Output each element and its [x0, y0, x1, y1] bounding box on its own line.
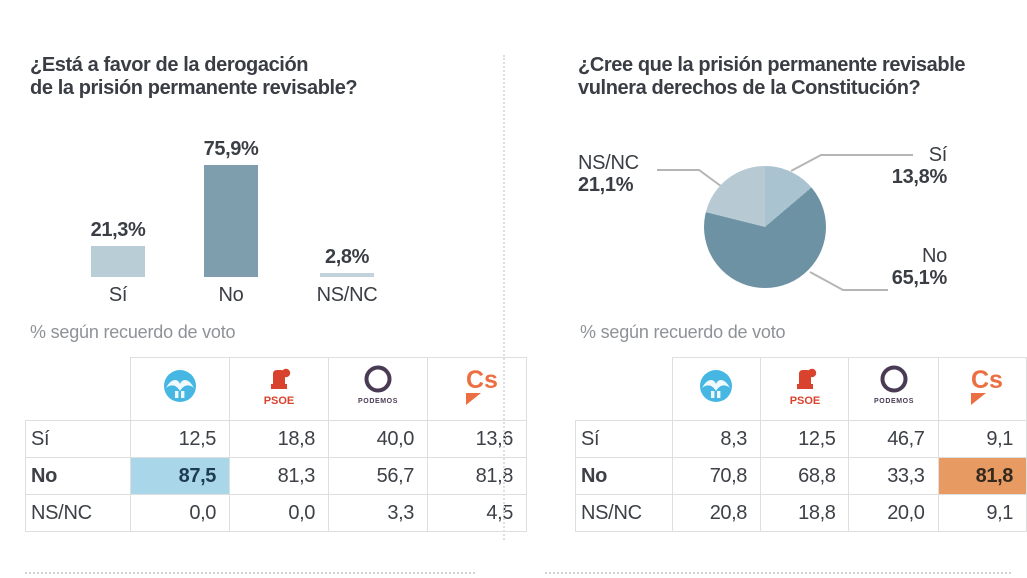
party-header-row: PSOE PODEMOS Cs [575, 357, 1027, 421]
table-cell: 68,8 [760, 457, 850, 495]
table-cell: 40,0 [328, 420, 428, 458]
panel-divider [503, 55, 505, 540]
row-label: NS/NC [575, 494, 673, 532]
pie-chart [704, 166, 826, 288]
question-title-right: ¿Cree que la prisión permanente revisabl… [578, 54, 965, 100]
psoe-logo-icon: PSOE [789, 368, 820, 407]
svg-text:PSOE: PSOE [264, 395, 295, 407]
bar-category-label-nsnc: NS/NC [316, 284, 378, 306]
bar-value-label-no: 75,9% [203, 138, 259, 160]
pie-label-no-value: 65,1% [891, 267, 948, 289]
table-row-nsnc: NS/NC 20,8 18,8 20,0 9,1 [575, 494, 1027, 532]
table-cell: 33,3 [848, 457, 939, 495]
table-cell-highlighted: 87,5 [130, 457, 230, 495]
psoe-logo-icon: PSOE [264, 368, 295, 407]
row-label: Sí [575, 420, 673, 458]
party-header-row: PSOE PODEMOS Cs [25, 357, 527, 421]
bar-chart: 21,3% Sí 75,9% No 2,8% NS/NC [30, 122, 460, 314]
bar-category-label-no: No [218, 284, 244, 306]
table-row-nsnc: NS/NC 0,0 0,0 3,3 4,5 [25, 494, 527, 532]
svg-text:Cs: Cs [971, 366, 1002, 394]
party-column-header-psoe: PSOE [229, 357, 329, 421]
table-cell: 46,7 [848, 420, 939, 458]
party-column-header-psoe: PSOE [760, 357, 850, 421]
podemos-logo-icon: PODEMOS [874, 365, 914, 405]
pie-label-nsnc-value: 21,1% [578, 174, 634, 196]
podemos-logo-icon: PODEMOS [358, 365, 398, 405]
table-cell: 81,3 [229, 457, 329, 495]
table-row-s: Sí 12,5 18,8 40,0 13,6 [25, 420, 527, 458]
table-corner-cell [575, 357, 673, 421]
table-cell: 0,0 [229, 494, 329, 532]
table-cell: 18,8 [229, 420, 329, 458]
bar-group-si: 21,3% Sí [61, 122, 175, 307]
bar-nsnc [320, 273, 374, 277]
bar-no [204, 165, 258, 277]
pie-label-no: No 65,1% [800, 245, 948, 289]
table-cell: 13,6 [427, 420, 527, 458]
table-cell: 20,8 [671, 494, 762, 532]
table-cell: 20,0 [848, 494, 939, 532]
table-cell: 70,8 [671, 457, 762, 495]
question-title-left-line1: ¿Está a favor de la derogación [30, 54, 309, 76]
cs-logo-icon: Cs [466, 366, 498, 405]
table-cell: 9,1 [937, 494, 1027, 532]
table-row-no: No 70,8 68,8 33,3 81,8 [575, 457, 1027, 495]
table-cell: 12,5 [130, 420, 230, 458]
party-column-header-pp [130, 357, 230, 421]
bar-value-label-si: 21,3% [90, 219, 146, 241]
party-column-header-cs: Cs [427, 357, 527, 421]
vote-recall-subtitle-right: % según recuerdo de voto [580, 322, 786, 342]
question-title-right-line1: ¿Cree que la prisión permanente revisabl… [578, 54, 966, 76]
party-column-header-pp [671, 357, 762, 421]
bottom-rule-right [545, 572, 1011, 574]
vote-table-right: PSOE PODEMOS Cs Sí 8,3 12,5 46,7 9,1 No 70,8 68… [575, 357, 1027, 532]
table-cell: 12,5 [760, 420, 850, 458]
table-cell: 56,7 [328, 457, 428, 495]
party-column-header-podemos: PODEMOS [848, 357, 939, 421]
table-cell-highlighted: 81,8 [937, 457, 1027, 495]
table-cell: 9,1 [937, 420, 1027, 458]
row-label: NS/NC [25, 494, 131, 532]
table-corner-cell [25, 357, 131, 421]
party-column-header-cs: Cs [937, 357, 1027, 421]
row-label: No [25, 457, 131, 495]
table-cell: 0,0 [130, 494, 230, 532]
svg-text:Cs: Cs [466, 366, 497, 394]
table-cell: 4,5 [427, 494, 527, 532]
pie-label-no-name: No [922, 245, 947, 267]
pie-label-nsnc: NS/NC 21,1% [578, 152, 639, 196]
table-cell: 81,8 [427, 457, 527, 495]
table-cell: 18,8 [760, 494, 850, 532]
question-title-left: ¿Está a favor de la derogación de la pris… [30, 54, 358, 100]
row-label: No [575, 457, 673, 495]
pp-logo-icon [700, 370, 733, 402]
table-row-s: Sí 8,3 12,5 46,7 9,1 [575, 420, 1027, 458]
bar-si [91, 246, 145, 277]
svg-text:PSOE: PSOE [789, 395, 820, 407]
cs-logo-icon: Cs [971, 366, 1003, 405]
bar-value-label-nsnc: 2,8% [325, 246, 369, 268]
bar-group-no: 75,9% No [174, 122, 288, 307]
question-title-left-line2: de la prisión permanente revisable? [30, 77, 358, 99]
vote-table-left: PSOE PODEMOS Cs Sí 12,5 18,8 40,0 13,6 No 87,5… [25, 357, 527, 532]
question-title-right-line2: vulnera derechos de la Constitución? [578, 77, 921, 99]
bar-group-nsnc: 2,8% NS/NC [290, 122, 404, 307]
pie-label-si: Sí 13,8% [800, 144, 948, 188]
bottom-rule-left [25, 572, 475, 574]
svg-text:PODEMOS: PODEMOS [358, 398, 398, 405]
pie-label-si-name: Sí [928, 144, 948, 166]
table-row-no: No 87,5 81,3 56,7 81,8 [25, 457, 527, 495]
row-label: Sí [25, 420, 131, 458]
svg-text:PODEMOS: PODEMOS [874, 398, 914, 405]
pp-logo-icon [164, 370, 196, 402]
pie-label-nsnc-name: NS/NC [578, 152, 639, 174]
bar-category-label-si: Sí [108, 284, 128, 306]
table-cell: 3,3 [328, 494, 428, 532]
vote-recall-subtitle-left: % según recuerdo de voto [30, 322, 236, 342]
table-cell: 8,3 [671, 420, 762, 458]
party-column-header-podemos: PODEMOS [328, 357, 428, 421]
pie-label-si-value: 13,8% [891, 166, 948, 188]
